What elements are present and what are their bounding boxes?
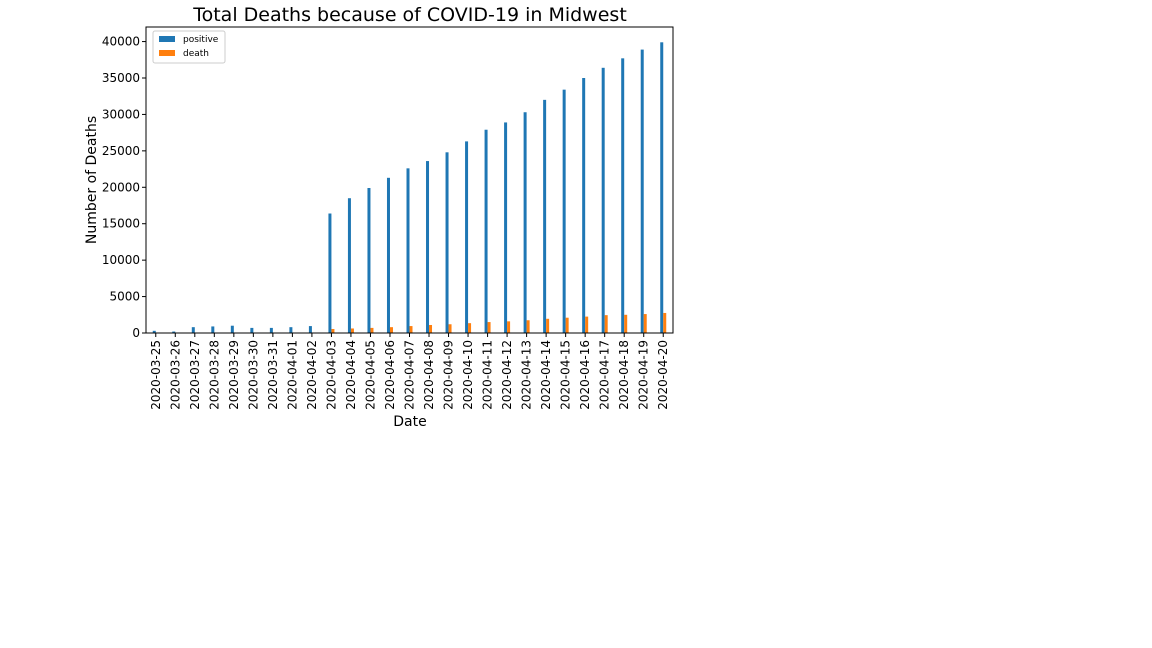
bar-death-2020-04-09 [448, 324, 452, 333]
y-tick-label-15000: 15000 [102, 217, 140, 231]
bar-death-2020-04-08 [429, 324, 433, 333]
bar-death-2020-04-10 [468, 323, 472, 333]
x-tick-label-2020-04-06: 2020-04-06 [383, 340, 397, 410]
bar-death-2020-04-04 [350, 328, 354, 333]
bar-positive-2020-04-01 [289, 327, 293, 333]
bar-positive-2020-04-06 [386, 177, 390, 333]
x-tick-label-2020-03-28: 2020-03-28 [207, 340, 221, 410]
bar-positive-2020-04-07 [406, 168, 410, 333]
bar-positive-2020-03-31 [269, 327, 273, 333]
legend-swatch-positive [159, 36, 175, 42]
bar-positive-2020-04-04 [347, 198, 351, 333]
bar-positive-2020-04-20 [660, 42, 664, 334]
x-tick-label-2020-03-25: 2020-03-25 [149, 340, 163, 410]
x-tick-label-2020-03-29: 2020-03-29 [227, 340, 241, 410]
bar-positive-2020-04-10 [465, 141, 469, 333]
bar-positive-2020-04-05 [367, 188, 371, 333]
y-tick-label-0: 0 [132, 326, 140, 340]
x-tick-label-2020-04-12: 2020-04-12 [500, 340, 514, 410]
bar-positive-2020-04-16 [582, 78, 586, 333]
y-tick-label-20000: 20000 [102, 180, 140, 194]
chart-title: Total Deaths because of COVID-19 in Midw… [192, 4, 627, 26]
bar-death-2020-04-16 [585, 316, 589, 333]
x-tick-label-2020-03-30: 2020-03-30 [246, 340, 260, 410]
x-tick-label-2020-04-18: 2020-04-18 [617, 340, 631, 410]
bar-positive-2020-03-29 [230, 325, 234, 333]
bar-death-2020-04-15 [565, 317, 569, 333]
bar-positive-2020-04-11 [484, 129, 488, 333]
bar-positive-2020-03-27 [191, 327, 195, 333]
y-tick-label-30000: 30000 [102, 107, 140, 121]
bar-positive-2020-04-14 [543, 99, 547, 333]
bar-positive-2020-03-25 [152, 330, 156, 333]
x-tick-label-2020-04-16: 2020-04-16 [578, 340, 592, 410]
x-tick-label-2020-04-02: 2020-04-02 [305, 340, 319, 410]
bar-positive-2020-03-26 [172, 331, 176, 333]
x-tick-label-2020-04-14: 2020-04-14 [539, 340, 553, 410]
bar-positive-2020-03-28 [211, 326, 215, 333]
bar-death-2020-04-13 [526, 320, 530, 333]
bar-positive-2020-04-13 [523, 112, 527, 334]
plot-area [145, 26, 674, 334]
x-tick-label-2020-04-09: 2020-04-09 [442, 340, 456, 410]
bar-positive-2020-04-17 [601, 67, 605, 334]
y-tick-label-35000: 35000 [102, 71, 140, 85]
y-axis-title: Number of Deaths [84, 116, 100, 244]
bar-positive-2020-03-30 [250, 327, 254, 333]
x-axis: 2020-03-25 2020-03-26 2020-03-27 2020-03-28… [149, 333, 670, 410]
x-tick-label-2020-04-13: 2020-04-13 [520, 340, 534, 410]
x-tick-label-2020-04-03: 2020-04-03 [324, 340, 338, 410]
y-tick-label-5000: 5000 [109, 290, 140, 304]
x-tick-label-2020-04-10: 2020-04-10 [461, 340, 475, 410]
bar-death-2020-04-14 [546, 318, 550, 333]
bar-death-2020-04-17 [604, 315, 608, 333]
x-tick-label-2020-04-07: 2020-04-07 [403, 340, 417, 410]
x-axis-title: Date [393, 414, 426, 430]
bar-death-2020-04-19 [643, 314, 647, 333]
y-tick-label-25000: 25000 [102, 144, 140, 158]
bar-positive-2020-04-09 [445, 152, 449, 333]
y-tick-label-10000: 10000 [102, 253, 140, 267]
bar-positive-2020-04-15 [562, 89, 566, 333]
y-axis: 0 5000 10000 15000 20000 25000 30000 35000 40000 [102, 35, 146, 340]
bar-death-2020-04-05 [370, 327, 374, 333]
legend-label-positive: positive [183, 35, 219, 45]
x-tick-label-2020-04-20: 2020-04-20 [656, 340, 670, 410]
bar-death-2020-04-03 [331, 328, 335, 333]
x-tick-label-2020-04-11: 2020-04-11 [481, 340, 495, 410]
legend: positive death [152, 30, 226, 64]
bar-death-2020-04-06 [389, 327, 393, 333]
x-tick-label-2020-04-08: 2020-04-08 [422, 340, 436, 410]
x-tick-label-2020-04-01: 2020-04-01 [285, 340, 299, 410]
bar-death-2020-04-20 [663, 312, 667, 333]
legend-label-death: death [183, 49, 209, 59]
bar-death-2020-04-07 [409, 326, 413, 333]
x-tick-label-2020-04-05: 2020-04-05 [363, 340, 377, 410]
bar-positive-2020-04-02 [308, 326, 312, 333]
x-tick-label-2020-04-17: 2020-04-17 [598, 340, 612, 410]
legend-swatch-death [159, 50, 175, 56]
bar-death-2020-04-11 [487, 322, 491, 333]
x-tick-label-2020-04-19: 2020-04-19 [637, 340, 651, 410]
y-tick-label-40000: 40000 [102, 35, 140, 49]
x-tick-label-2020-03-26: 2020-03-26 [168, 340, 182, 410]
bar-positive-2020-04-03 [328, 213, 332, 333]
x-tick-label-2020-03-27: 2020-03-27 [188, 340, 202, 410]
bar-positive-2020-04-18 [621, 58, 625, 333]
bar-death-2020-04-12 [507, 321, 511, 333]
bar-positive-2020-04-08 [426, 161, 430, 333]
bar-death-2020-04-18 [624, 314, 628, 333]
x-tick-label-2020-04-15: 2020-04-15 [559, 340, 573, 410]
bar-positive-2020-04-19 [640, 49, 644, 334]
x-tick-label-2020-03-31: 2020-03-31 [266, 340, 280, 410]
x-tick-label-2020-04-04: 2020-04-04 [344, 340, 358, 410]
bar-positive-2020-04-12 [504, 122, 508, 333]
